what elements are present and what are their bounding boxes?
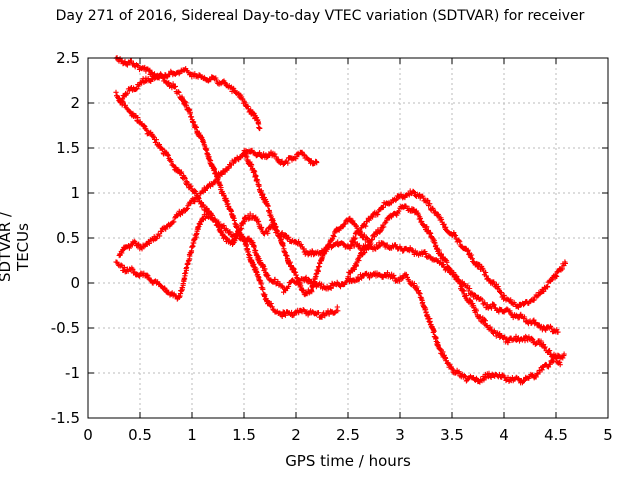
vtec-trace-3 [113, 89, 567, 386]
x-tick-label: 1.5 [232, 426, 256, 444]
x-axis-label: GPS time / hours [285, 452, 411, 470]
x-tick-label: 4 [499, 426, 509, 444]
vtec-trace-8 [347, 188, 568, 310]
x-tick-label: 2 [291, 426, 301, 444]
vtec-trace-6 [241, 147, 372, 298]
y-tick-label: 2 [70, 94, 80, 112]
y-tick-label: -1 [65, 364, 80, 382]
y-tick-label: 0.5 [56, 229, 80, 247]
x-tick-label: 5 [603, 426, 613, 444]
y-tick-label: 0 [70, 274, 80, 292]
y-axis-label: SDTVAR / TECUs [0, 212, 32, 283]
x-tick-label: 3.5 [440, 426, 464, 444]
y-tick-label: 2.5 [56, 49, 80, 67]
x-tick-label: 3 [395, 426, 405, 444]
y-tick-label: 1.5 [56, 139, 80, 157]
x-tick-label: 2.5 [336, 426, 360, 444]
y-tick-label: 1 [70, 184, 80, 202]
vtec-trace-7 [345, 203, 563, 368]
x-tick-label: 0.5 [128, 426, 152, 444]
x-tick-label: 0 [83, 426, 93, 444]
x-tick-label: 4.5 [544, 426, 568, 444]
vtec-trace-4 [116, 147, 320, 259]
x-tick-label: 1 [187, 426, 197, 444]
y-tick-label: -1.5 [51, 409, 80, 427]
y-tick-label: -0.5 [51, 319, 80, 337]
chart-title: Day 271 of 2016, Sidereal Day-to-day VTE… [55, 8, 585, 24]
